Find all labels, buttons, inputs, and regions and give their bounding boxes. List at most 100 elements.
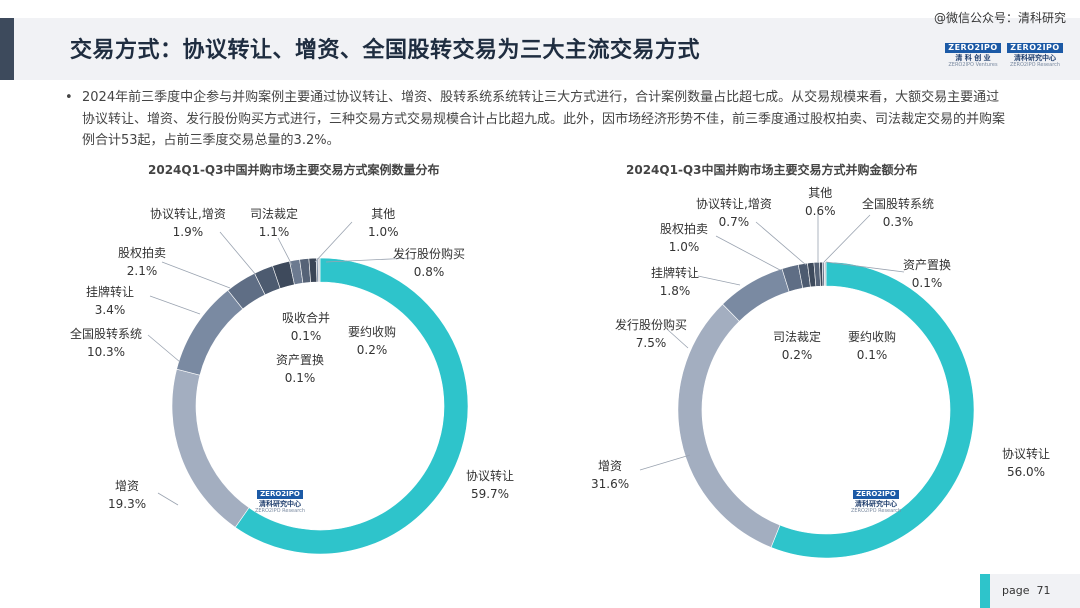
label-value: 0.7% <box>718 215 750 229</box>
label-c1-sifa: 司法裁定 1.1% <box>250 205 298 241</box>
label-name: 司法裁定 <box>250 207 299 221</box>
label-value: 0.1% <box>290 329 322 343</box>
label-c1-xishou: 吸收合并 0.1% <box>282 309 330 345</box>
leader-line-0-6 <box>277 237 293 266</box>
label-c1-zichan: 资产置换 0.1% <box>276 351 324 387</box>
leader-line-1-5 <box>755 221 807 266</box>
donut-slice-0-2 <box>176 289 244 376</box>
chart-logo-amount: ZERO2IPO 清科研究中心 ZERO2IPO Research <box>846 483 906 514</box>
logo-mark: ZERO2IPO <box>853 490 899 499</box>
label-name: 股权拍卖 <box>118 246 167 260</box>
leader-line-0-7 <box>314 221 353 263</box>
leader-line-0-4 <box>161 261 231 289</box>
label-c2-xieyi-zengzi: 协议转让,增资 0.7% <box>696 195 772 231</box>
label-name: 全国股转系统 <box>862 197 935 211</box>
donut-slice-1-2 <box>722 268 790 322</box>
page-number-box: page 71 <box>980 574 1080 608</box>
leader-line-1-7 <box>823 214 871 263</box>
label-c1-zengzi: 增资 19.3% <box>108 477 146 513</box>
summary-paragraph: • 2024年前三季度中企参与并购案例主要通过协议转让、增资、股转系统系统转让三… <box>65 87 1009 152</box>
leader-line-1-4 <box>715 235 781 271</box>
label-name: 全国股转系统 <box>70 327 143 341</box>
logo-mark: ZERO2IPO <box>257 490 303 499</box>
label-c1-quanguo: 全国股转系统 10.3% <box>70 325 142 361</box>
label-name: 协议转让 <box>1002 447 1051 461</box>
label-c2-yaoyue: 要约收购 0.1% <box>848 328 896 364</box>
label-c1-xieyi-zengzi: 协议转让,增资 1.9% <box>150 205 226 241</box>
donut-slice-1-1 <box>677 303 781 548</box>
label-c2-faxing: 发行股份购买 7.5% <box>615 316 687 352</box>
label-value: 7.5% <box>635 336 667 350</box>
label-value: 59.7% <box>470 487 510 501</box>
header-bar: 交易方式：协议转让、增资、全国股转交易为三大主流交易方式 <box>0 18 1080 80</box>
label-name: 协议转让,增资 <box>696 197 772 211</box>
label-c2-guapai: 挂牌转让 1.8% <box>651 264 699 300</box>
label-value: 19.3% <box>108 497 147 511</box>
leader-line-1-3 <box>697 275 741 286</box>
donut-slice-1-0 <box>770 261 975 559</box>
leader-line-1-2 <box>667 329 689 349</box>
leader-line-1-10 <box>825 261 905 273</box>
label-value: 0.2% <box>356 343 388 357</box>
logo-en: ZERO2IPO Research <box>850 508 902 514</box>
logo-en: ZERO2IPO Research <box>254 508 306 514</box>
label-value: 2.1% <box>126 264 158 278</box>
label-name: 吸收合并 <box>282 311 331 325</box>
label-c2-qita: 其他 0.6% <box>805 184 836 220</box>
label-value: 0.1% <box>284 371 316 385</box>
leader-line-1-1 <box>639 454 691 471</box>
label-c2-quanguo: 全国股转系统 0.3% <box>862 195 934 231</box>
page-title: 交易方式：协议转让、增资、全国股转交易为三大主流交易方式 <box>70 38 701 63</box>
chart-title-count: 2024Q1-Q3中国并购市场主要交易方式案例数量分布 <box>148 163 440 177</box>
label-value: 1.1% <box>258 225 290 239</box>
leader-line-0-5 <box>219 231 257 276</box>
label-c1-yaoyue: 要约收购 0.2% <box>348 323 396 359</box>
label-c2-sifa: 司法裁定 0.2% <box>773 328 821 364</box>
label-value: 1.8% <box>659 284 691 298</box>
label-c1-faxing: 发行股份购买 0.8% <box>393 245 465 281</box>
leader-line-0-2 <box>147 334 181 363</box>
label-value: 0.8% <box>413 265 445 279</box>
zero2ipo-research-logo: ZERO2IPO 清科研究中心 ZERO2IPO Research <box>1006 37 1064 68</box>
donut-slice-0-11 <box>318 257 321 283</box>
chart-logo-count: ZERO2IPO 清科研究中心 ZERO2IPO Research <box>250 483 310 514</box>
watermark: @微信公众号：清科研究 <box>933 11 1066 25</box>
leader-line-0-8 <box>325 257 413 263</box>
label-name: 挂牌转让 <box>86 285 135 299</box>
label-name: 其他 <box>808 186 833 200</box>
header-accent <box>0 18 14 80</box>
label-value: 3.4% <box>94 303 126 317</box>
label-name: 挂牌转让 <box>651 266 700 280</box>
label-name: 发行股份购买 <box>393 247 466 261</box>
label-value: 0.2% <box>781 348 813 362</box>
logo-en: ZERO2IPO Ventures <box>948 62 998 68</box>
label-name: 增资 <box>115 479 140 493</box>
label-c1-qita: 其他 1.0% <box>368 205 399 241</box>
label-name: 协议转让,增资 <box>150 207 226 221</box>
label-name: 协议转让 <box>466 469 515 483</box>
label-name: 要约收购 <box>348 325 397 339</box>
label-value: 0.1% <box>911 276 943 290</box>
label-value: 0.1% <box>856 348 888 362</box>
donut-slice-1-10 <box>824 261 827 287</box>
label-name: 资产置换 <box>903 258 952 272</box>
label-name: 要约收购 <box>848 330 897 344</box>
label-name: 司法裁定 <box>773 330 822 344</box>
label-value: 10.3% <box>86 345 126 359</box>
label-value: 1.0% <box>368 225 399 239</box>
label-c1-guapai: 挂牌转让 3.4% <box>86 283 134 319</box>
label-c2-zichan: 资产置换 0.1% <box>903 256 951 292</box>
summary-text: 2024年前三季度中企参与并购案例主要通过协议转让、增资、股转系统系统转让三大方… <box>82 90 1006 148</box>
page-number-accent <box>980 574 990 608</box>
label-name: 增资 <box>598 459 623 473</box>
page-number: page 71 <box>1002 584 1050 597</box>
label-c2-guquan: 股权拍卖 1.0% <box>660 220 708 256</box>
donut-slice-0-0 <box>234 257 469 555</box>
bullet-point: • <box>65 90 73 105</box>
label-value: 1.9% <box>172 225 204 239</box>
label-c2-zengzi: 增资 31.6% <box>591 457 629 493</box>
label-value: 0.3% <box>882 215 914 229</box>
label-name: 资产置换 <box>276 353 325 367</box>
label-c1-guquan: 股权拍卖 2.1% <box>118 244 166 280</box>
logo-cn: 清科研究中心 <box>855 500 897 508</box>
